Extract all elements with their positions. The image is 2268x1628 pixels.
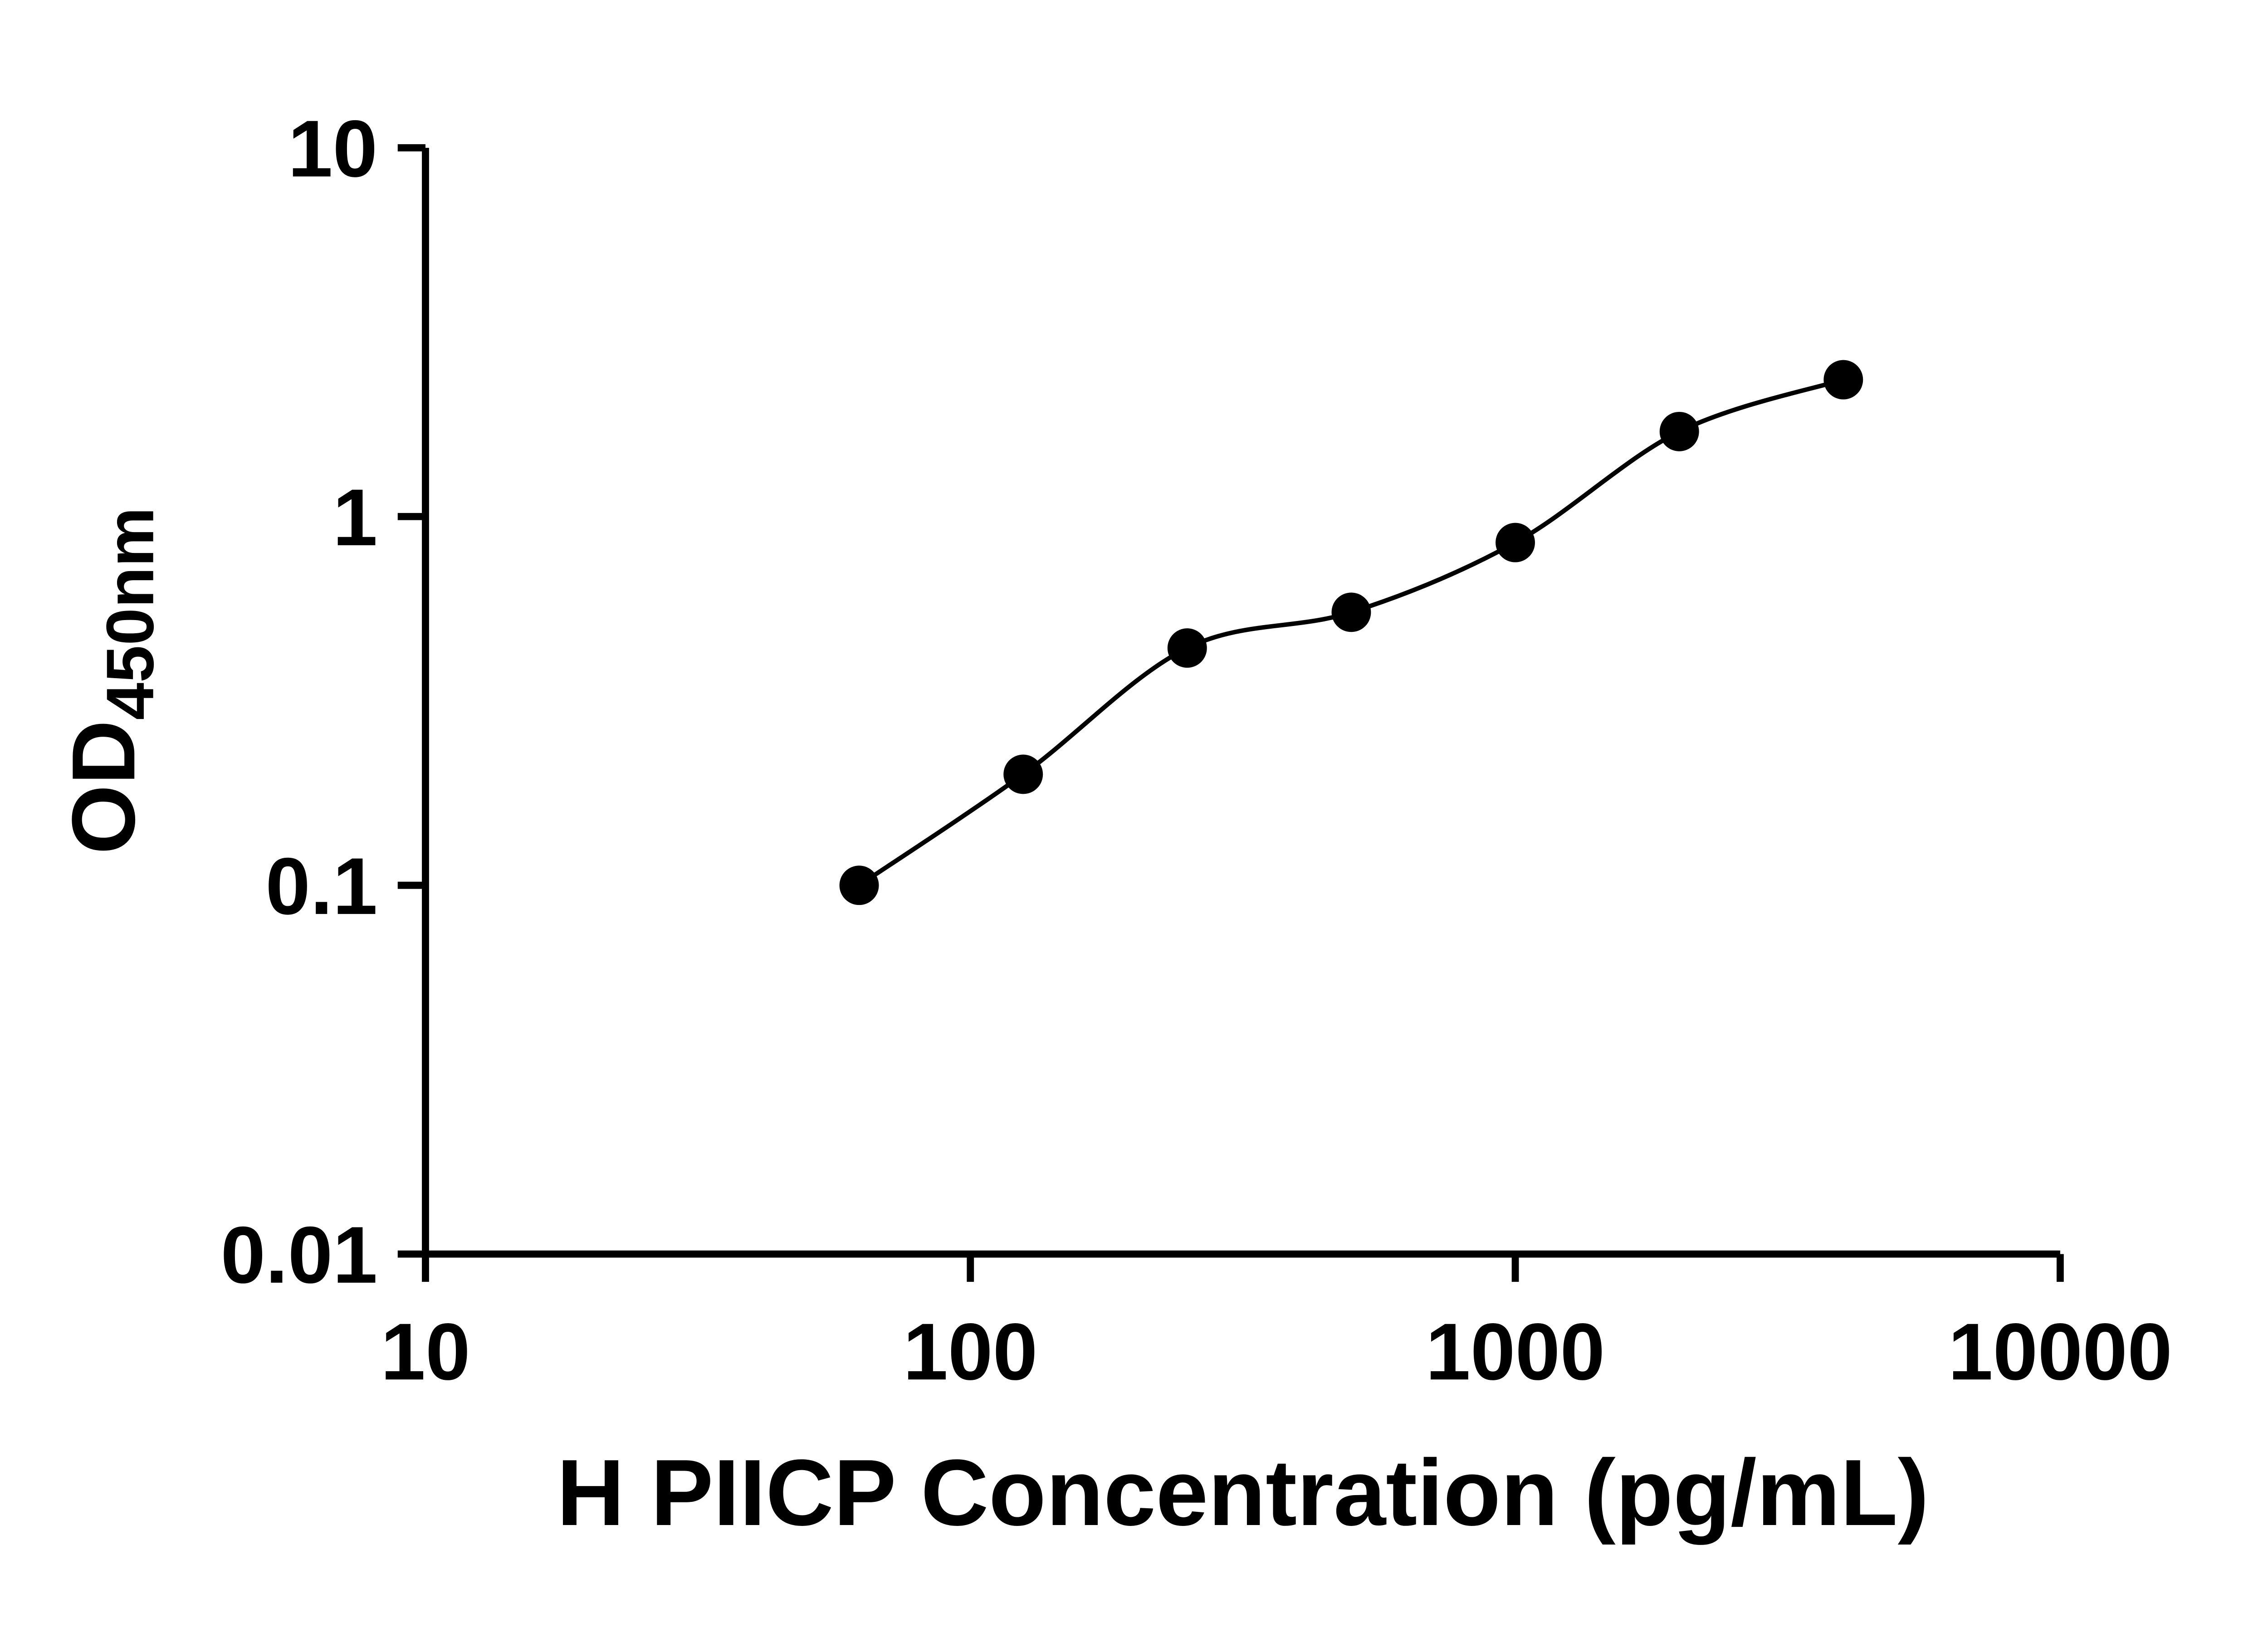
data-point-marker — [1823, 360, 1863, 400]
y-axis-title-subscript: 450nm — [93, 507, 168, 720]
fit-curve — [858, 377, 1844, 887]
x-axis-tick-label: 10 — [381, 1306, 470, 1397]
data-point-marker — [1167, 628, 1207, 668]
y-axis-tick-label: 0.1 — [265, 841, 377, 931]
chart-generated-layer: 10 100 1000 10000 0.01 0.1 1 10 — [220, 103, 2172, 1397]
x-axis-tick-label: 10000 — [1948, 1306, 2172, 1397]
data-point-marker — [1496, 523, 1535, 562]
x-axis-tick-label: 1000 — [1426, 1306, 1605, 1397]
x-axis-tick-label: 100 — [903, 1306, 1038, 1397]
y-axis-tick-label: 10 — [288, 103, 378, 194]
y-axis-tick-label: 1 — [333, 472, 378, 562]
x-axis-title: H PIICP Concentration (pg/mL) — [557, 1440, 1929, 1545]
data-point-marker — [839, 865, 879, 905]
axes-lines — [422, 147, 2060, 1258]
data-point-marker — [1003, 754, 1043, 794]
data-point-marker — [1331, 592, 1371, 632]
y-axis-title-text: OD — [53, 720, 153, 854]
y-axis-tick-label: 0.01 — [220, 1210, 377, 1300]
data-point-marker — [1659, 411, 1699, 451]
y-axis-title: OD450nm — [53, 507, 167, 854]
